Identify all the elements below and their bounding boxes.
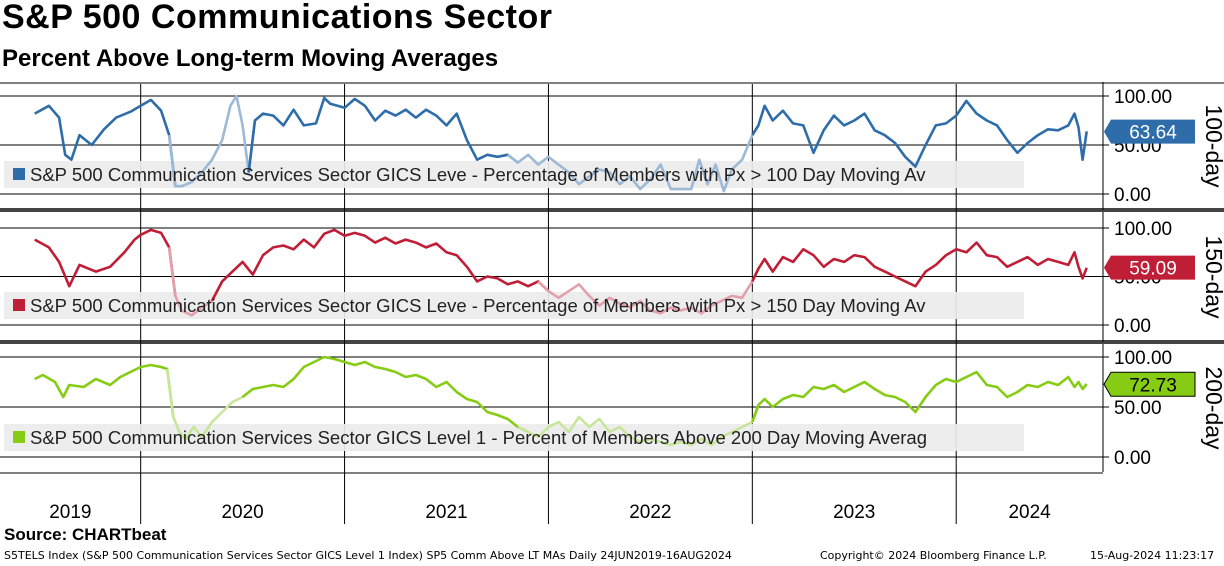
footer-timestamp: 15-Aug-2024 11:23:17 <box>1090 549 1214 562</box>
legend-label: S&P 500 Communication Services Sector GI… <box>30 295 926 316</box>
legend-swatch <box>13 168 25 180</box>
chart-area: 2019 2020 2021 2022 2023 2024 100.00 50.00 0.00 S… <box>0 0 1224 566</box>
y-tick-label: 0.00 <box>1114 448 1151 469</box>
y-tick-label: 0.00 <box>1114 316 1151 337</box>
panel-label: 200-day <box>1201 366 1224 450</box>
last-value-label: 59.09 <box>1129 259 1177 280</box>
series-line-200-day <box>752 372 1086 422</box>
x-tick-label: 2023 <box>833 502 875 523</box>
footer-description: S5TELS Index (S&P 500 Communication Serv… <box>4 549 732 562</box>
y-tick-label: 50.00 <box>1114 398 1162 419</box>
legend-swatch <box>13 299 25 311</box>
footer-copyright: Copyright© 2024 Bloomberg Finance L.P. <box>820 549 1047 562</box>
series-line-100-day <box>752 101 1086 167</box>
x-tick-label: 2021 <box>425 502 467 523</box>
source-note: Source: CHARTbeat <box>4 525 166 545</box>
legend-label: S&P 500 Communication Services Sector GI… <box>30 427 927 448</box>
series-line-150-day <box>35 230 176 296</box>
panel-divider <box>0 208 1224 212</box>
last-value-label: 72.73 <box>1129 375 1177 396</box>
series-line-200-day <box>243 357 528 432</box>
x-tick-label: 2020 <box>221 502 263 523</box>
legend-label: S&P 500 Communication Services Sector GI… <box>30 164 926 185</box>
panel-label: 150-day <box>1201 235 1224 319</box>
series-line-200-day <box>35 365 174 417</box>
series-line-150-day <box>212 230 548 301</box>
last-value-label: 63.64 <box>1129 123 1177 144</box>
x-tick-label: 2024 <box>1008 502 1051 523</box>
x-tick-label: 2022 <box>629 502 671 523</box>
panel-label: 100-day <box>1201 104 1224 188</box>
panel-divider <box>0 340 1224 344</box>
legend-swatch <box>13 431 25 443</box>
y-tick-label: 0.00 <box>1114 185 1151 206</box>
x-tick-label: 2019 <box>49 502 91 523</box>
y-tick-label: 100.00 <box>1114 87 1172 108</box>
series-line-150-day <box>752 243 1086 287</box>
y-tick-label: 100.00 <box>1114 348 1172 369</box>
y-tick-label: 100.00 <box>1114 219 1172 240</box>
